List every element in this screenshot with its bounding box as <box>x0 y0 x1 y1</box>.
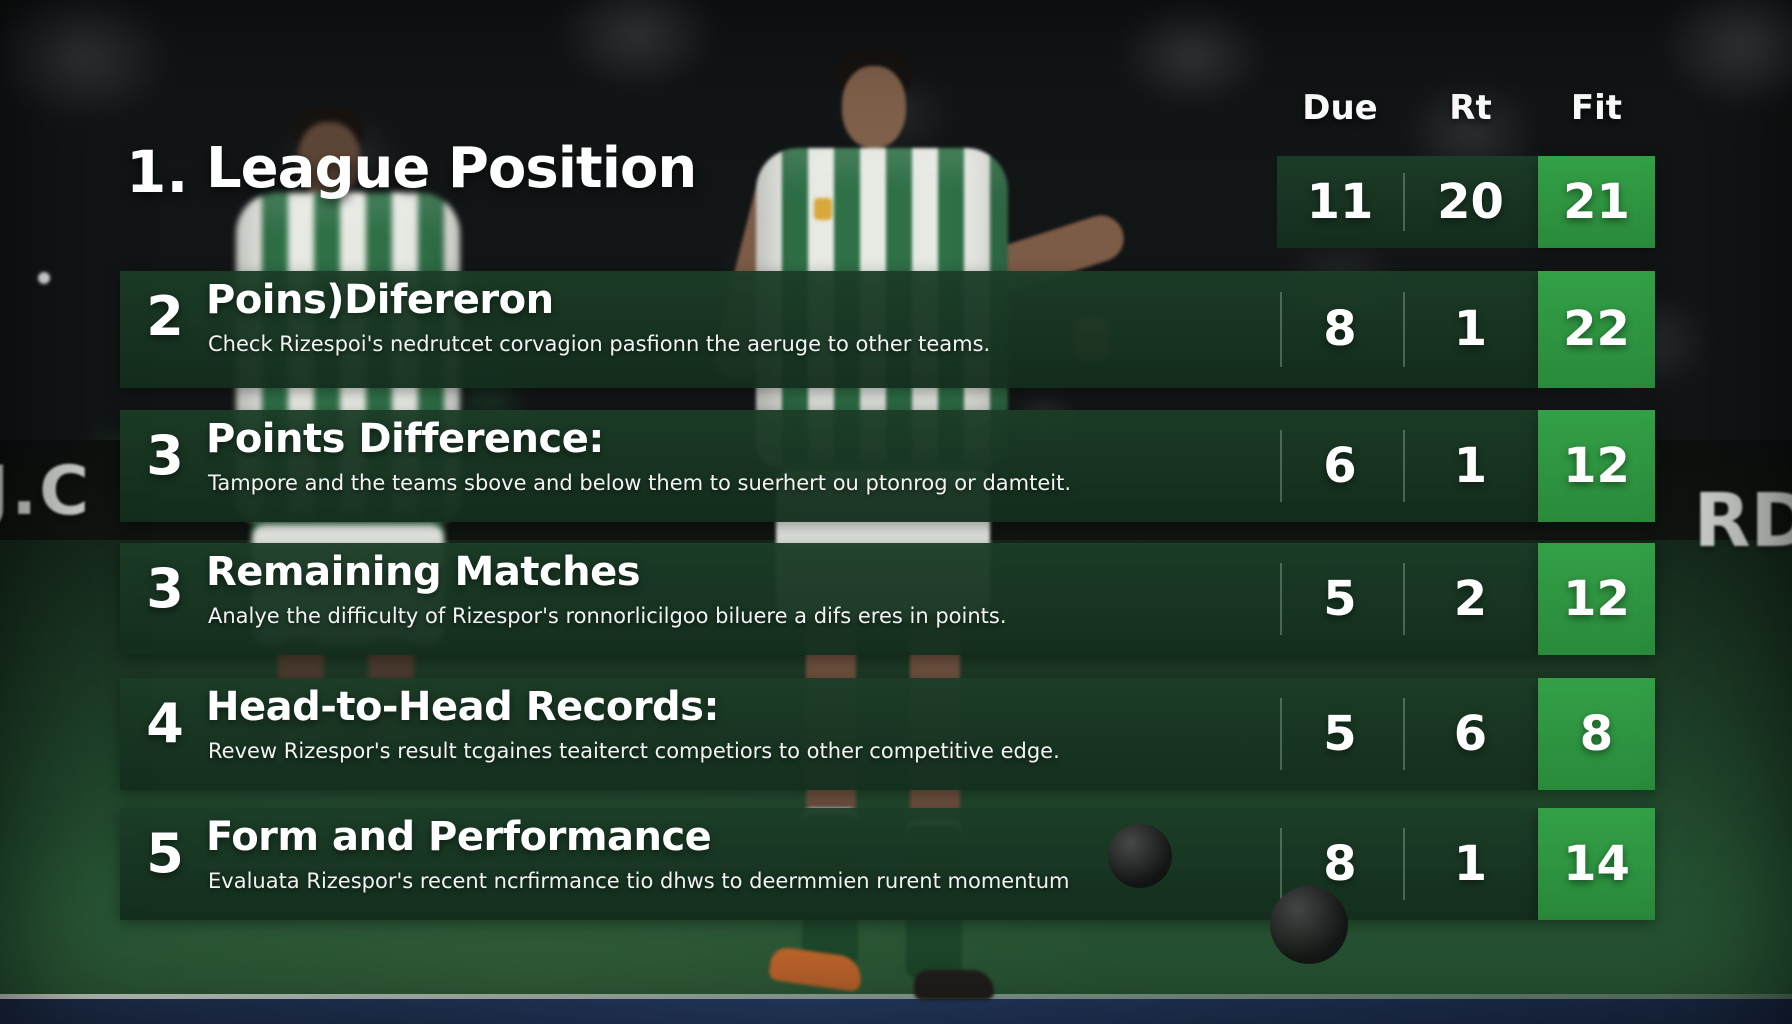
column-divider <box>1403 172 1405 232</box>
row-subtitle: Evaluata Rizespor's recent ncrfirmance t… <box>208 869 1070 893</box>
football-icon <box>1108 824 1172 888</box>
value-rt: 20 <box>1437 174 1504 230</box>
jersey-badge <box>814 198 832 220</box>
list-item: 2 Poins)Difereron Check Rizespoi's nedru… <box>120 271 1538 388</box>
board-text-left: J.C <box>0 452 92 531</box>
column-divider <box>1280 698 1282 770</box>
column-divider <box>1403 430 1405 502</box>
value-due: 11 <box>1306 174 1374 230</box>
value-fit: 12 <box>1563 571 1630 627</box>
pitch-white-line <box>0 994 1792 999</box>
column-divider <box>1403 292 1405 367</box>
value-due: 8 <box>1323 836 1357 892</box>
football-icon <box>1270 886 1348 964</box>
column-header-due: Due <box>1302 88 1378 128</box>
row-subtitle: Check Rizespoi's nedrutcet corvagion pas… <box>208 332 991 356</box>
highlight-cell <box>1538 543 1655 655</box>
value-fit: 14 <box>1563 836 1630 892</box>
list-item: 4 Head-to-Head Records: Revew Rizespor's… <box>120 678 1538 790</box>
row-values-panel <box>1277 156 1538 248</box>
value-due: 5 <box>1323 706 1357 762</box>
player-face <box>298 122 360 196</box>
row-title: Poins)Difereron <box>206 277 554 323</box>
value-rt: 2 <box>1453 571 1488 627</box>
value-rt: 6 <box>1453 706 1488 762</box>
value-fit: 22 <box>1563 301 1630 357</box>
list-item: 3 Points Difference: Tampore and the tea… <box>120 410 1538 522</box>
list-item: 3 Remaining Matches Analye the difficult… <box>120 543 1538 655</box>
column-divider <box>1280 828 1282 900</box>
list-item: 5 Form and Performance Evaluata Rizespor… <box>120 808 1538 920</box>
column-header-fit: Fit <box>1570 88 1623 128</box>
column-divider <box>1403 563 1405 635</box>
value-fit: 12 <box>1563 438 1630 494</box>
value-rt: 1 <box>1453 438 1488 494</box>
bottom-blue-strip <box>0 999 1792 1024</box>
highlight-cell <box>1538 271 1655 388</box>
row-number: 1. <box>126 138 189 206</box>
value-rt: 1 <box>1453 301 1488 357</box>
row-subtitle: Tampore and the teams sbove and below th… <box>208 471 1071 495</box>
value-due: 6 <box>1323 438 1357 494</box>
row-number: 2 <box>146 285 184 348</box>
value-rt: 1 <box>1453 836 1488 892</box>
row-title: Points Difference: <box>206 416 604 462</box>
player-face <box>842 66 906 148</box>
highlight-cell <box>1538 156 1655 248</box>
value-fit: 8 <box>1579 706 1614 762</box>
row-title: Head-to-Head Records: <box>206 684 719 730</box>
row-number: 3 <box>146 557 184 620</box>
row-subtitle: Analye the difficulty of Rizespor's ronn… <box>208 604 1007 628</box>
highlight-cell <box>1538 410 1655 522</box>
highlight-cell <box>1538 808 1655 920</box>
distant-ball <box>38 272 50 284</box>
column-divider <box>1403 828 1405 900</box>
row-title: League Position <box>206 136 697 201</box>
value-due: 5 <box>1323 571 1357 627</box>
row-number: 5 <box>146 822 184 885</box>
column-divider <box>1280 430 1282 502</box>
column-header-rt: Rt <box>1449 88 1492 128</box>
column-divider <box>1280 563 1282 635</box>
highlight-cell <box>1538 678 1655 790</box>
column-divider <box>1280 292 1282 367</box>
column-divider <box>1403 698 1405 770</box>
row-title: Form and Performance <box>206 814 712 860</box>
value-fit: 21 <box>1563 174 1630 230</box>
row-title: Remaining Matches <box>206 549 641 595</box>
row-subtitle: Revew Rizespor's result tcgaines teaiter… <box>208 739 1060 763</box>
dark-boot <box>914 970 994 1000</box>
row-number: 4 <box>146 692 184 755</box>
row-number: 3 <box>146 424 184 487</box>
board-text-right: RD <box>1693 478 1792 564</box>
value-due: 8 <box>1323 301 1357 357</box>
